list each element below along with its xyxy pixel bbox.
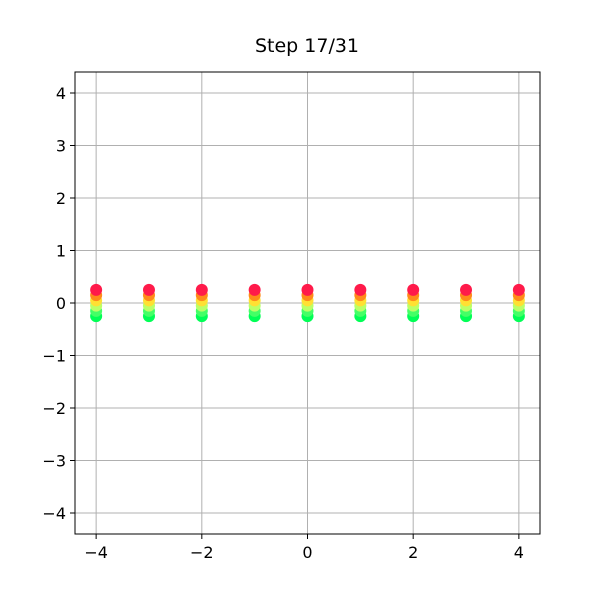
point bbox=[512, 283, 525, 296]
x-tick-label: −4 bbox=[84, 543, 108, 562]
y-tick-label: 2 bbox=[56, 189, 66, 208]
x-tick-label: 2 bbox=[408, 543, 418, 562]
point bbox=[460, 283, 473, 296]
point bbox=[195, 283, 208, 296]
x-tick-label: −2 bbox=[190, 543, 214, 562]
y-tick-label: 0 bbox=[56, 294, 66, 313]
y-tick-label: −2 bbox=[42, 399, 66, 418]
y-tick-label: −4 bbox=[42, 504, 66, 523]
point bbox=[90, 283, 103, 296]
y-tick-label: 1 bbox=[56, 242, 66, 261]
point bbox=[301, 283, 314, 296]
x-tick-label: 4 bbox=[514, 543, 524, 562]
y-tick-label: −3 bbox=[42, 452, 66, 471]
point bbox=[354, 283, 367, 296]
plot-frame bbox=[74, 71, 541, 535]
y-tick-label: 4 bbox=[56, 84, 66, 103]
y-tick-label: −1 bbox=[42, 347, 66, 366]
point bbox=[407, 283, 420, 296]
chart-title: Step 17/31 bbox=[255, 35, 359, 57]
x-tick-label: 0 bbox=[302, 543, 312, 562]
point bbox=[248, 283, 261, 296]
y-tick-label: 3 bbox=[56, 137, 66, 156]
point bbox=[142, 283, 155, 296]
